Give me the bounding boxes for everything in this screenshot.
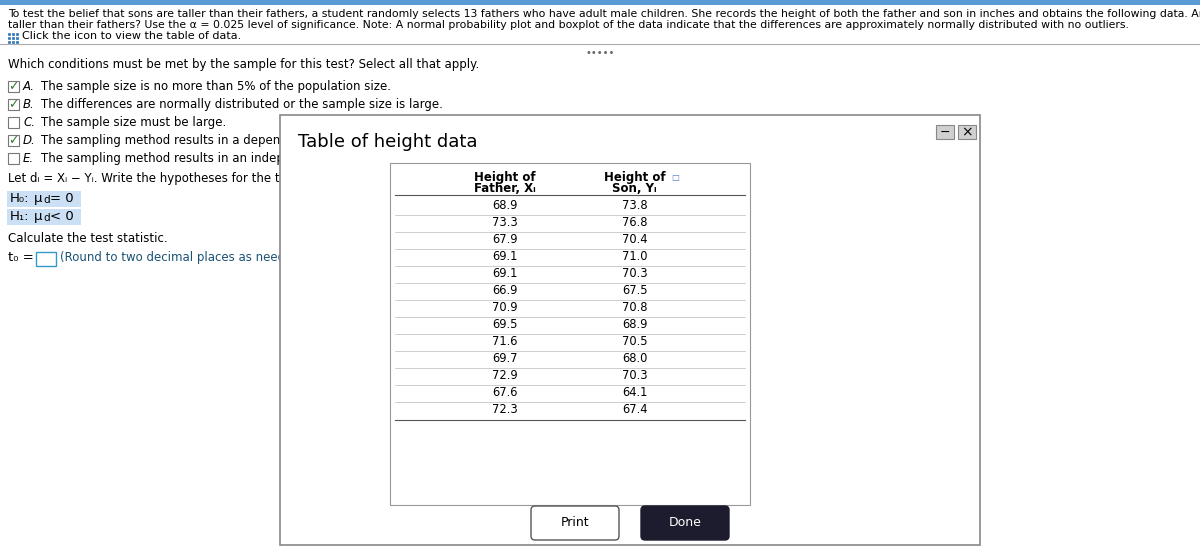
FancyBboxPatch shape <box>8 81 19 92</box>
Text: 67.6: 67.6 <box>492 386 518 399</box>
FancyBboxPatch shape <box>8 33 11 36</box>
Text: 73.3: 73.3 <box>492 216 518 229</box>
Text: 72.9: 72.9 <box>492 369 518 382</box>
Text: 70.9: 70.9 <box>492 301 518 314</box>
Text: Table of height data: Table of height data <box>298 133 478 151</box>
FancyBboxPatch shape <box>12 33 14 36</box>
FancyBboxPatch shape <box>8 99 19 110</box>
Text: 64.1: 64.1 <box>622 386 648 399</box>
Text: Father, Xᵢ: Father, Xᵢ <box>474 182 536 195</box>
Text: •••••: ••••• <box>586 48 614 58</box>
Text: Which conditions must be met by the sample for this test? Select all that apply.: Which conditions must be met by the samp… <box>8 58 479 71</box>
Text: t₀ =: t₀ = <box>8 251 34 264</box>
Text: The sample size must be large.: The sample size must be large. <box>41 116 227 129</box>
Text: 71.6: 71.6 <box>492 335 518 348</box>
Text: 76.8: 76.8 <box>622 216 648 229</box>
Text: H₁:: H₁: <box>10 210 30 223</box>
Text: The differences are normally distributed or the sample size is large.: The differences are normally distributed… <box>41 98 443 111</box>
Text: The sampling method results in an independent sample.: The sampling method results in an indepe… <box>41 152 376 165</box>
Text: ✓: ✓ <box>8 80 19 93</box>
FancyBboxPatch shape <box>7 209 82 225</box>
Text: 68.9: 68.9 <box>492 199 518 212</box>
Text: A.: A. <box>23 80 35 93</box>
FancyBboxPatch shape <box>8 135 19 146</box>
Text: 67.9: 67.9 <box>492 233 518 246</box>
Text: Print: Print <box>560 517 589 529</box>
Text: 70.4: 70.4 <box>622 233 648 246</box>
FancyBboxPatch shape <box>16 41 19 44</box>
FancyBboxPatch shape <box>530 506 619 540</box>
FancyBboxPatch shape <box>8 41 11 44</box>
Text: −: − <box>940 125 950 139</box>
Text: < 0: < 0 <box>50 210 73 223</box>
Text: 70.5: 70.5 <box>622 335 648 348</box>
Text: Son, Yᵢ: Son, Yᵢ <box>612 182 658 195</box>
Text: 68.0: 68.0 <box>622 352 648 365</box>
Text: 73.8: 73.8 <box>622 199 648 212</box>
FancyBboxPatch shape <box>0 0 1200 5</box>
Text: 69.1: 69.1 <box>492 267 518 280</box>
Text: taller than their fathers? Use the α = 0.025 level of significance. Note: A norm: taller than their fathers? Use the α = 0… <box>8 20 1129 30</box>
Text: Height of: Height of <box>474 171 536 184</box>
Text: To test the belief that sons are taller than their fathers, a student randomly s: To test the belief that sons are taller … <box>8 9 1200 19</box>
FancyBboxPatch shape <box>936 125 954 139</box>
Text: 69.7: 69.7 <box>492 352 518 365</box>
Text: 69.5: 69.5 <box>492 318 518 331</box>
Text: 68.9: 68.9 <box>622 318 648 331</box>
Text: d: d <box>43 213 49 223</box>
Text: Let dᵢ = Xᵢ − Yᵢ. Write the hypotheses for the test.: Let dᵢ = Xᵢ − Yᵢ. Write the hypotheses f… <box>8 172 301 185</box>
FancyBboxPatch shape <box>641 506 730 540</box>
FancyBboxPatch shape <box>280 115 980 545</box>
FancyBboxPatch shape <box>7 191 82 207</box>
FancyBboxPatch shape <box>16 33 19 36</box>
Text: μ: μ <box>34 210 42 223</box>
FancyBboxPatch shape <box>36 252 56 266</box>
Text: 70.3: 70.3 <box>622 267 648 280</box>
Text: 67.4: 67.4 <box>622 403 648 416</box>
FancyBboxPatch shape <box>8 153 19 164</box>
Text: □: □ <box>671 173 679 182</box>
Text: 67.5: 67.5 <box>622 284 648 297</box>
Text: C.: C. <box>23 116 35 129</box>
FancyBboxPatch shape <box>12 41 14 44</box>
Text: The sampling method results in a dependent sample.: The sampling method results in a depende… <box>41 134 358 147</box>
Text: Click the icon to view the table of data.: Click the icon to view the table of data… <box>22 31 241 41</box>
Text: 69.1: 69.1 <box>492 250 518 263</box>
Text: 71.0: 71.0 <box>622 250 648 263</box>
Text: 72.3: 72.3 <box>492 403 518 416</box>
FancyBboxPatch shape <box>16 37 19 40</box>
Text: μ: μ <box>34 192 42 205</box>
FancyBboxPatch shape <box>8 117 19 128</box>
Text: 70.8: 70.8 <box>622 301 648 314</box>
Text: (Round to two decimal places as needed.): (Round to two decimal places as needed.) <box>60 251 308 264</box>
Text: D.: D. <box>23 134 36 147</box>
FancyBboxPatch shape <box>390 163 750 505</box>
Text: = 0: = 0 <box>50 192 73 205</box>
Text: ✓: ✓ <box>8 98 19 111</box>
Text: H₀:: H₀: <box>10 192 30 205</box>
Text: 70.3: 70.3 <box>622 369 648 382</box>
Text: ×: × <box>961 125 973 139</box>
Text: Calculate the test statistic.: Calculate the test statistic. <box>8 232 168 245</box>
Text: Done: Done <box>668 517 702 529</box>
FancyBboxPatch shape <box>8 37 11 40</box>
Text: Height of: Height of <box>604 171 666 184</box>
FancyBboxPatch shape <box>12 37 14 40</box>
Text: 66.9: 66.9 <box>492 284 518 297</box>
FancyBboxPatch shape <box>958 125 976 139</box>
Text: ✓: ✓ <box>8 134 19 147</box>
Text: d: d <box>43 195 49 205</box>
Text: The sample size is no more than 5% of the population size.: The sample size is no more than 5% of th… <box>41 80 391 93</box>
Text: B.: B. <box>23 98 35 111</box>
Text: E.: E. <box>23 152 34 165</box>
